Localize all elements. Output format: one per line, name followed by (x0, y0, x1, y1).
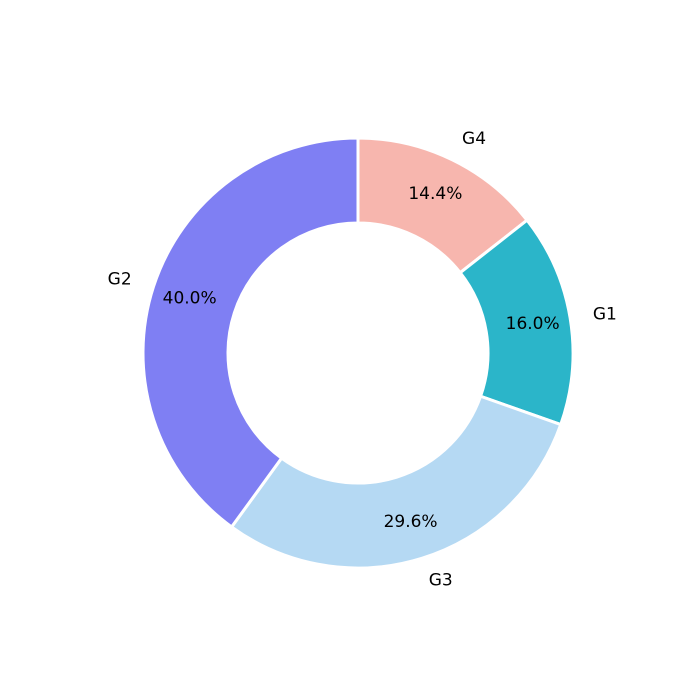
category-label: G4 (462, 129, 486, 149)
value-label: 14.4% (408, 184, 462, 204)
donut-slice (229, 394, 563, 570)
donut-slice (141, 136, 360, 530)
category-label: G2 (108, 269, 132, 289)
value-label: 16.0% (506, 314, 560, 334)
category-label: G1 (593, 304, 617, 324)
value-label: 40.0% (163, 288, 217, 308)
category-label: G3 (429, 570, 453, 590)
value-label: 29.6% (384, 512, 438, 532)
